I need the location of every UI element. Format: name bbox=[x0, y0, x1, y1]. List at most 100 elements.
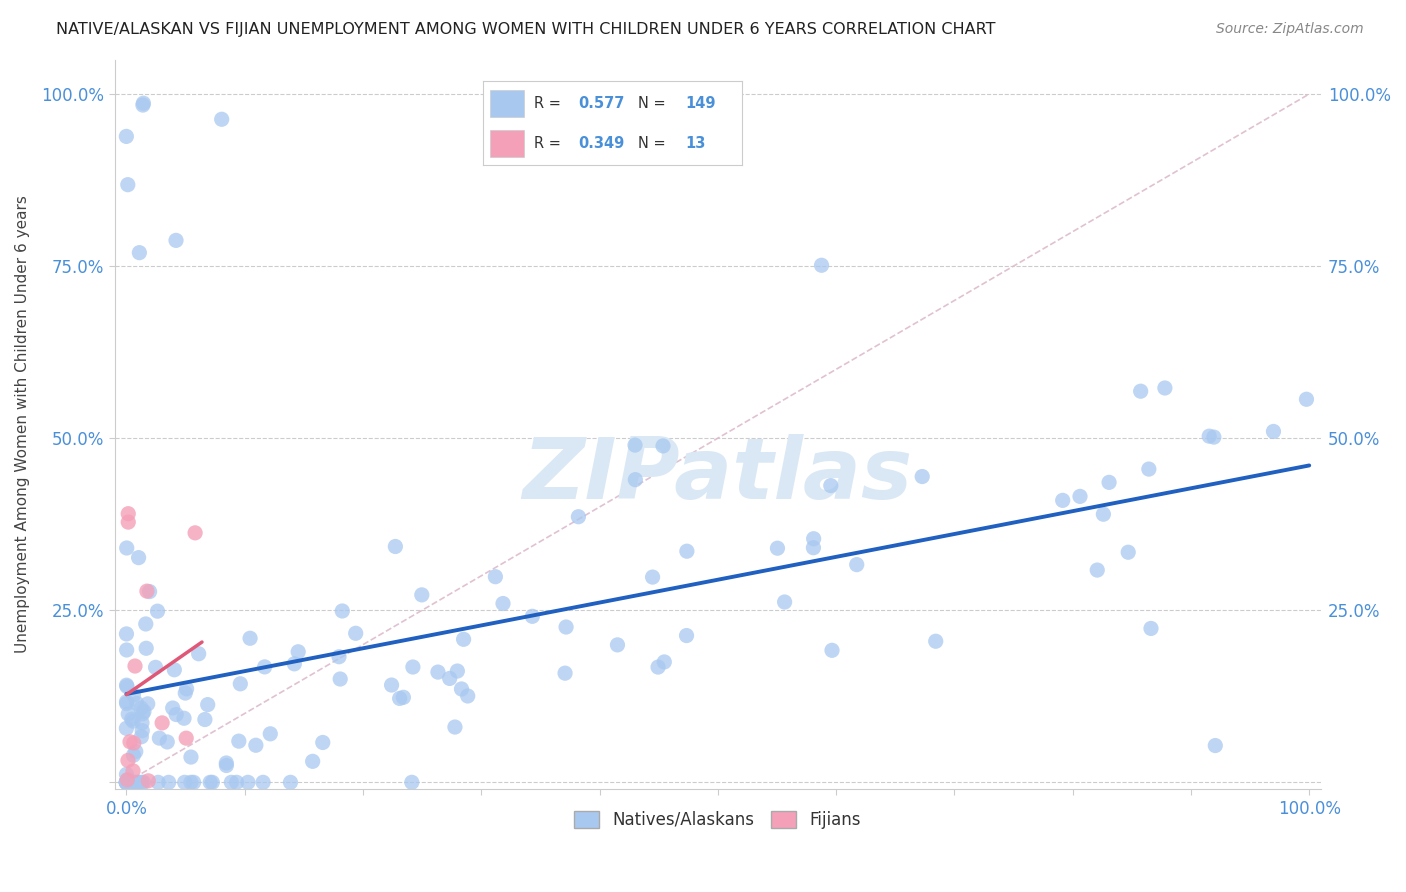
Point bbox=[280, 775, 302, 789]
Point bbox=[201, 775, 224, 789]
Point bbox=[145, 660, 167, 674]
Point bbox=[215, 758, 238, 772]
Point bbox=[245, 738, 267, 752]
Point bbox=[287, 645, 309, 659]
Point bbox=[122, 714, 145, 728]
Point bbox=[118, 775, 141, 789]
Point bbox=[180, 750, 202, 764]
Point bbox=[401, 775, 423, 789]
Point bbox=[453, 632, 475, 647]
Point bbox=[131, 730, 153, 744]
Point bbox=[344, 626, 367, 640]
Point bbox=[641, 570, 664, 584]
Point bbox=[121, 775, 143, 789]
Point bbox=[136, 773, 159, 788]
Point bbox=[236, 775, 259, 789]
Text: NATIVE/ALASKAN VS FIJIAN UNEMPLOYMENT AMONG WOMEN WITH CHILDREN UNDER 6 YEARS CO: NATIVE/ALASKAN VS FIJIAN UNEMPLOYMENT AM… bbox=[56, 22, 995, 37]
Point bbox=[115, 722, 138, 736]
Point bbox=[676, 544, 699, 558]
Point bbox=[647, 660, 669, 674]
Point bbox=[129, 701, 152, 715]
Point bbox=[131, 715, 153, 730]
Point bbox=[194, 713, 217, 727]
Point bbox=[115, 773, 138, 788]
Point bbox=[117, 507, 139, 521]
Point bbox=[225, 775, 247, 789]
Point bbox=[122, 764, 145, 778]
Point bbox=[146, 604, 169, 618]
Point bbox=[484, 570, 506, 584]
Point bbox=[1263, 425, 1285, 439]
Point bbox=[184, 525, 207, 540]
Point bbox=[125, 744, 148, 758]
Point bbox=[131, 723, 153, 738]
Point bbox=[567, 509, 589, 524]
Point bbox=[1295, 392, 1317, 407]
Point bbox=[115, 680, 138, 694]
Point bbox=[115, 627, 138, 641]
Point bbox=[239, 632, 262, 646]
Point bbox=[180, 775, 202, 789]
Point bbox=[911, 469, 934, 483]
Point bbox=[450, 681, 472, 696]
Point bbox=[773, 595, 796, 609]
Point bbox=[176, 681, 198, 696]
Point bbox=[388, 691, 411, 706]
Point bbox=[384, 540, 406, 554]
Point bbox=[652, 439, 675, 453]
Point bbox=[117, 775, 139, 789]
Point bbox=[121, 712, 143, 726]
Point bbox=[1154, 381, 1177, 395]
Point bbox=[115, 695, 138, 709]
Point bbox=[132, 96, 155, 111]
Point bbox=[198, 775, 221, 789]
Point bbox=[329, 672, 352, 686]
Point bbox=[131, 775, 153, 789]
Text: Source: ZipAtlas.com: Source: ZipAtlas.com bbox=[1216, 22, 1364, 37]
Point bbox=[803, 541, 825, 555]
Point bbox=[446, 664, 468, 678]
Point bbox=[162, 701, 184, 715]
Point bbox=[444, 720, 467, 734]
Point bbox=[1202, 430, 1225, 444]
Legend: Natives/Alaskans, Fijians: Natives/Alaskans, Fijians bbox=[568, 804, 868, 836]
Point bbox=[173, 775, 195, 789]
Point bbox=[457, 689, 479, 703]
Point bbox=[821, 643, 844, 657]
Point bbox=[1069, 490, 1091, 504]
Point bbox=[115, 775, 138, 789]
Point bbox=[115, 775, 138, 789]
Point bbox=[810, 258, 832, 272]
Point bbox=[125, 775, 148, 789]
Point bbox=[426, 665, 449, 679]
Point bbox=[803, 532, 825, 546]
Point bbox=[135, 641, 157, 656]
Point bbox=[197, 698, 219, 712]
Point bbox=[675, 629, 697, 643]
Point bbox=[117, 772, 139, 787]
Point bbox=[183, 775, 205, 789]
Point bbox=[148, 731, 170, 745]
Point bbox=[522, 609, 544, 624]
Point bbox=[115, 775, 138, 789]
Point bbox=[252, 775, 274, 789]
Point bbox=[174, 686, 197, 700]
Point bbox=[117, 775, 139, 789]
Point bbox=[122, 688, 145, 702]
Point bbox=[115, 775, 138, 789]
Point bbox=[1092, 507, 1115, 521]
Text: ZIPatlas: ZIPatlas bbox=[523, 434, 912, 517]
Point bbox=[124, 659, 146, 673]
Point bbox=[283, 657, 305, 671]
Point bbox=[124, 775, 146, 789]
Point bbox=[766, 541, 789, 556]
Point bbox=[117, 706, 139, 721]
Point bbox=[157, 775, 180, 789]
Point bbox=[115, 767, 138, 781]
Point bbox=[312, 735, 335, 749]
Point bbox=[259, 727, 281, 741]
Point bbox=[128, 775, 150, 789]
Y-axis label: Unemployment Among Women with Children Under 6 years: Unemployment Among Women with Children U… bbox=[15, 195, 30, 653]
Point bbox=[229, 677, 252, 691]
Point bbox=[118, 735, 141, 749]
